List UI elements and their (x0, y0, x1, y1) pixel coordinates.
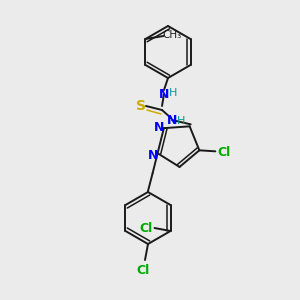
Text: N: N (159, 88, 169, 100)
Text: Cl: Cl (218, 146, 231, 159)
Text: Cl: Cl (136, 265, 150, 278)
Text: H: H (169, 88, 177, 98)
Text: N: N (167, 113, 177, 127)
Text: H: H (177, 116, 185, 126)
Text: N: N (154, 121, 164, 134)
Text: CH₃: CH₃ (163, 30, 182, 40)
Text: S: S (136, 99, 146, 113)
Text: Cl: Cl (139, 221, 152, 235)
Text: N: N (147, 149, 158, 162)
